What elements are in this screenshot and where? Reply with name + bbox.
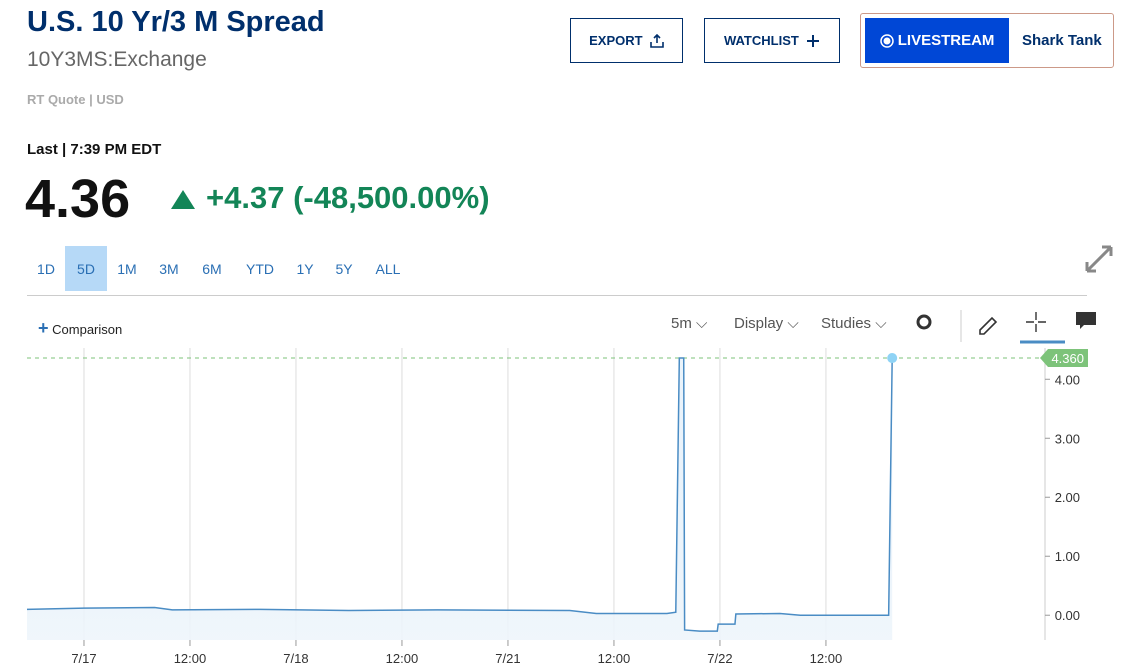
change: +4.37 (-48,500.00%) [206,180,490,216]
settings-icon[interactable] [916,314,932,330]
studies-button[interactable]: Studies ⌵ [821,315,887,332]
reference-label: 4.360 [1051,351,1084,366]
line [26,357,893,632]
chart-tools [916,310,1096,344]
area [27,358,893,640]
range-tab[interactable]: 6M [202,260,222,277]
divider [27,295,1087,296]
show-link[interactable]: Shark Tank [1022,32,1102,49]
range-tab[interactable]: 1D [37,260,55,277]
range-tab[interactable]: YTD [246,260,274,277]
x-tick-label: 12:00 [174,651,207,666]
quote-info: RT Quote | USD [27,92,124,107]
export-icon [650,33,664,48]
livestream-label: LIVESTREAM [897,32,995,49]
y-tick-label: 4.00 [1055,372,1080,387]
crosshair-icon[interactable] [1026,312,1046,332]
comparison-button[interactable]: + Comparison [38,318,123,338]
y-tick-label: 0.00 [1055,608,1080,623]
expand-icon[interactable] [1084,244,1114,274]
range-tab[interactable]: 5D [65,246,107,291]
x-tick-label: 12:00 [386,651,419,666]
export-button[interactable]: EXPORT [570,18,683,63]
livestream-box [860,13,1114,68]
watchlist-label: WATCHLIST [723,33,799,48]
comment-icon[interactable] [1076,312,1096,329]
up-arrow [171,190,195,209]
price: 4.36 [25,169,131,229]
last-point [887,353,898,364]
export-label: EXPORT [589,33,643,48]
comparison-label: Comparison [52,322,123,337]
reference-badge [1040,349,1088,368]
display-button[interactable]: Display ⌵ [734,315,799,332]
title: U.S. 10 Yr/3 M Spread [27,6,325,38]
watchlist-button[interactable]: WATCHLIST [704,18,840,63]
x-tick-label: 7/21 [495,651,520,666]
change-value: +4.37 [206,180,285,215]
draw-icon[interactable] [979,316,998,335]
range-tab[interactable]: 1Y [296,260,314,277]
change-percent: (-48,500.00%) [293,180,490,215]
range-tab[interactable]: 5Y [335,260,353,277]
plus-icon [807,34,820,47]
x-tick-label: 7/18 [283,651,308,666]
interval-button[interactable]: 5m ⌵ [671,315,708,332]
range-tab[interactable]: 3M [159,260,179,277]
x-tick-label: 12:00 [598,651,631,666]
last-time: Last | 7:39 PM EDT [27,141,162,158]
x-tick-label: 12:00 [810,651,843,666]
range-tab[interactable]: ALL [375,260,401,277]
range-tab[interactable]: 1M [117,260,137,277]
y-tick-label: 1.00 [1055,549,1080,564]
live-icon [879,33,894,48]
studies-label: Studies [821,315,872,332]
display-label: Display [734,315,784,332]
livestream-button[interactable]: LIVESTREAM [865,18,1009,63]
symbol: 10Y3MS:Exchange [27,48,207,71]
interval-label: 5m [671,315,692,332]
y-tick-label: 2.00 [1055,490,1080,505]
x-tick-label: 7/17 [71,651,96,666]
y-tick-label: 3.00 [1055,431,1080,446]
x-tick-label: 7/22 [707,651,732,666]
